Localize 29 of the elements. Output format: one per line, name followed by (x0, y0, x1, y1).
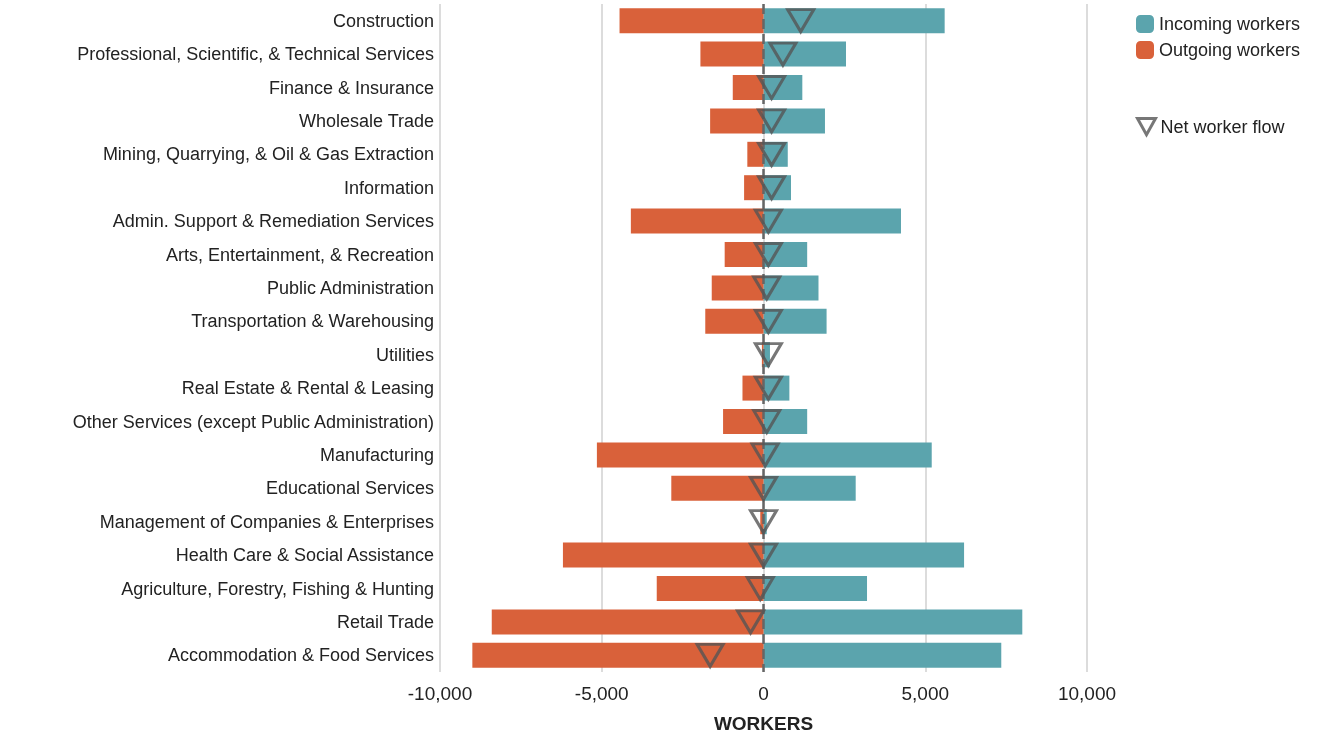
x-tick-label: 0 (758, 683, 769, 704)
x-tick-label: 5,000 (901, 683, 950, 704)
y-tick-label: Transportation & Warehousing (191, 311, 434, 332)
y-tick-label: Construction (332, 10, 434, 31)
y-tick-label: Arts, Entertainment, & Recreation (165, 244, 434, 265)
x-axis-title: WORKERS (713, 713, 814, 734)
y-tick-label: Retail Trade (336, 611, 434, 632)
y-tick-label: Finance & Insurance (268, 77, 434, 98)
legend-label: Outgoing workers (1159, 40, 1301, 60)
legend-label: Net worker flow (1160, 116, 1286, 137)
x-tick-label: -10,000 (407, 683, 473, 704)
y-tick-label: Professional, Scientific, & Technical Services (77, 44, 434, 65)
y-tick-label: Educational Services (265, 478, 434, 499)
y-tick-label: Mining, Quarrying, & Oil & Gas Extraction (102, 144, 434, 165)
y-tick-label: Accommodation & Food Services (167, 645, 434, 666)
y-tick-label: Admin. Support & Remediation Services (112, 211, 434, 232)
y-tick-label: Utilities (375, 344, 434, 365)
x-tick-label: -5,000 (574, 683, 629, 704)
y-tick-label: Agriculture, Forestry, Fishing & Hunting (121, 578, 434, 599)
legend-label: Incoming workers (1159, 14, 1301, 34)
y-tick-label: Public Administration (266, 277, 434, 298)
y-tick-label: Wholesale Trade (298, 110, 434, 131)
y-tick-label: Information (343, 177, 434, 198)
y-tick-label: Other Services (except Public Administration) (72, 411, 434, 432)
y-tick-label: Real Estate & Rental & Leasing (181, 378, 434, 399)
y-tick-label: Manufacturing (319, 444, 434, 465)
y-tick-label: Management of Companies & Enterprises (99, 511, 434, 532)
x-tick-label: 10,000 (1057, 683, 1117, 704)
y-tick-label: Health Care & Social Assistance (175, 545, 434, 566)
